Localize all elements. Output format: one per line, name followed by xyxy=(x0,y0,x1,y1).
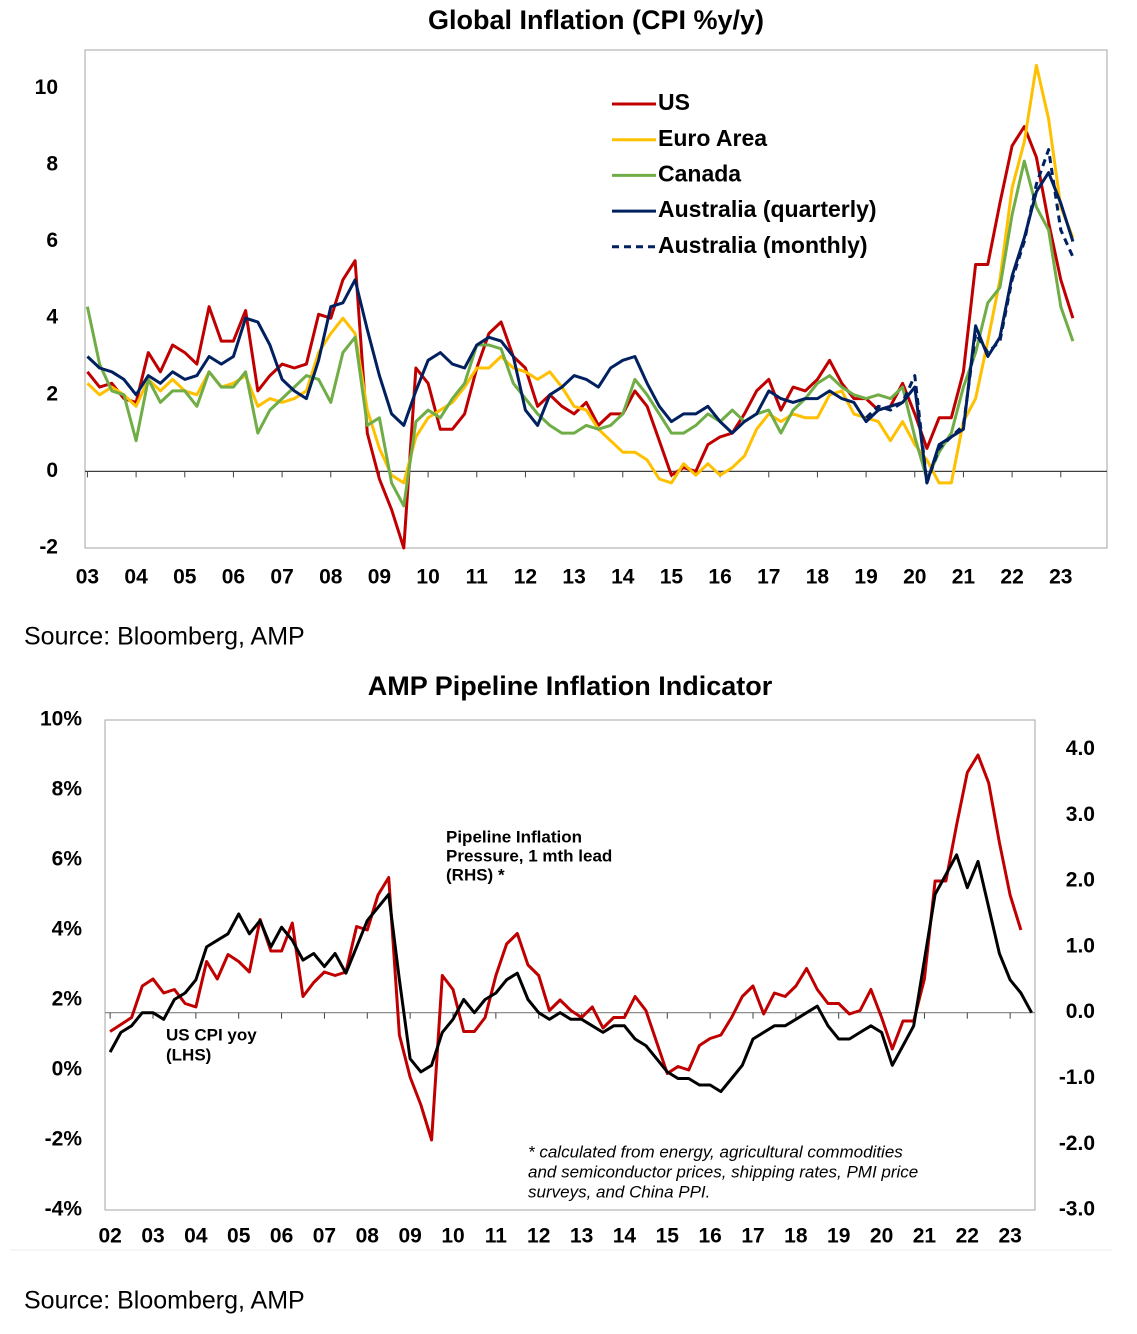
annotation: Pressure, 1 mth lead xyxy=(446,846,612,865)
x-tick-label: 08 xyxy=(356,1225,380,1248)
y-tick-label: 0% xyxy=(52,1058,83,1081)
x-tick-label: 03 xyxy=(76,566,99,589)
x-tick-label: 04 xyxy=(124,566,148,589)
y-tick-label: 4 xyxy=(46,306,58,329)
x-tick-label: 06 xyxy=(270,1225,293,1248)
y-tick-label: -2 xyxy=(39,536,58,559)
chart-title: AMP Pipeline Inflation Indicator xyxy=(368,671,773,701)
y-tick-label: 0 xyxy=(46,459,58,482)
x-tick-label: 22 xyxy=(956,1225,979,1248)
x-tick-label: 08 xyxy=(319,566,343,589)
x-tick-label: 18 xyxy=(806,566,830,589)
series-line xyxy=(85,159,1075,508)
annotation: surveys, and China PPI. xyxy=(528,1182,710,1201)
x-tick-label: 22 xyxy=(1000,566,1023,589)
series-line xyxy=(86,63,1075,485)
x-tick-label: 02 xyxy=(98,1225,121,1248)
source-note: Source: Bloomberg, AMP xyxy=(24,623,305,651)
x-tick-label: 12 xyxy=(527,1225,550,1248)
legend-label: Canada xyxy=(658,160,741,186)
source-note: Source: Bloomberg, AMP xyxy=(24,1287,305,1315)
series-line xyxy=(86,171,1075,485)
x-tick-label: 16 xyxy=(708,566,731,589)
legend-label: US xyxy=(658,89,690,115)
y-tick-label: 10% xyxy=(40,708,82,731)
x-tick-label: 07 xyxy=(270,566,293,589)
x-tick-label: 11 xyxy=(485,1225,508,1248)
series-line xyxy=(865,148,1075,485)
annotation: (LHS) xyxy=(166,1045,211,1064)
x-tick-label: 16 xyxy=(698,1225,721,1248)
annotation: * calculated from energy, agricultural c… xyxy=(528,1142,903,1161)
legend-label: Australia (monthly) xyxy=(658,232,868,258)
x-tick-label: 03 xyxy=(141,1225,164,1248)
y-tick-label: -2% xyxy=(45,1128,83,1151)
annotation: and semiconductor prices, shipping rates… xyxy=(528,1162,918,1181)
x-tick-label: 21 xyxy=(913,1225,937,1248)
y2-tick-label: 3.0 xyxy=(1066,803,1095,826)
x-tick-label: 14 xyxy=(611,566,635,589)
x-tick-label: 20 xyxy=(870,1225,893,1248)
y2-tick-label: -2.0 xyxy=(1059,1132,1095,1155)
y-tick-label: 8 xyxy=(46,152,58,175)
y2-tick-label: 1.0 xyxy=(1066,934,1095,957)
x-tick-label: 14 xyxy=(613,1225,637,1248)
y-tick-label: 2% xyxy=(52,988,83,1011)
x-tick-label: 13 xyxy=(570,1225,593,1248)
x-tick-label: 20 xyxy=(903,566,926,589)
x-tick-label: 13 xyxy=(562,566,585,589)
annotation: Pipeline Inflation xyxy=(446,827,582,846)
legend-label: Australia (quarterly) xyxy=(658,196,877,222)
x-tick-label: 10 xyxy=(416,566,439,589)
x-tick-label: 09 xyxy=(368,566,391,589)
series-line xyxy=(108,853,1033,1094)
y2-tick-label: 4.0 xyxy=(1066,737,1095,760)
x-tick-label: 05 xyxy=(227,1225,251,1248)
plot-frame xyxy=(84,49,1108,549)
y-tick-label: 6% xyxy=(52,848,83,871)
y-tick-label: -4% xyxy=(45,1198,83,1221)
y2-tick-label: -1.0 xyxy=(1059,1066,1095,1089)
x-tick-label: 09 xyxy=(398,1225,421,1248)
y-tick-label: 6 xyxy=(46,229,58,252)
y-tick-label: 10 xyxy=(35,76,58,99)
x-tick-label: 19 xyxy=(827,1225,850,1248)
plot-frame xyxy=(104,719,1036,1211)
y2-tick-label: 2.0 xyxy=(1066,869,1095,892)
annotation: US CPI yoy xyxy=(166,1025,257,1044)
x-tick-label: 19 xyxy=(854,566,877,589)
x-tick-label: 17 xyxy=(741,1225,764,1248)
x-tick-label: 15 xyxy=(656,1225,680,1248)
x-tick-label: 05 xyxy=(173,566,197,589)
x-tick-label: 21 xyxy=(952,566,976,589)
legend-label: Euro Area xyxy=(658,125,767,151)
x-tick-label: 18 xyxy=(784,1225,808,1248)
y-tick-label: 8% xyxy=(52,778,83,801)
chart-title: Global Inflation (CPI %y/y) xyxy=(428,5,764,35)
x-tick-label: 11 xyxy=(466,566,489,589)
x-tick-label: 07 xyxy=(313,1225,336,1248)
x-tick-label: 23 xyxy=(998,1225,1021,1248)
x-tick-label: 10 xyxy=(441,1225,464,1248)
annotation: (RHS) * xyxy=(446,865,505,884)
x-tick-label: 06 xyxy=(222,566,245,589)
y-tick-label: 2 xyxy=(46,382,58,405)
x-tick-label: 17 xyxy=(757,566,780,589)
x-tick-label: 12 xyxy=(514,566,537,589)
x-tick-label: 23 xyxy=(1049,566,1072,589)
x-tick-label: 15 xyxy=(660,566,684,589)
y2-tick-label: -3.0 xyxy=(1059,1198,1095,1221)
y-tick-label: 4% xyxy=(52,918,83,941)
y2-tick-label: 0.0 xyxy=(1066,1000,1095,1023)
x-tick-label: 04 xyxy=(184,1225,208,1248)
